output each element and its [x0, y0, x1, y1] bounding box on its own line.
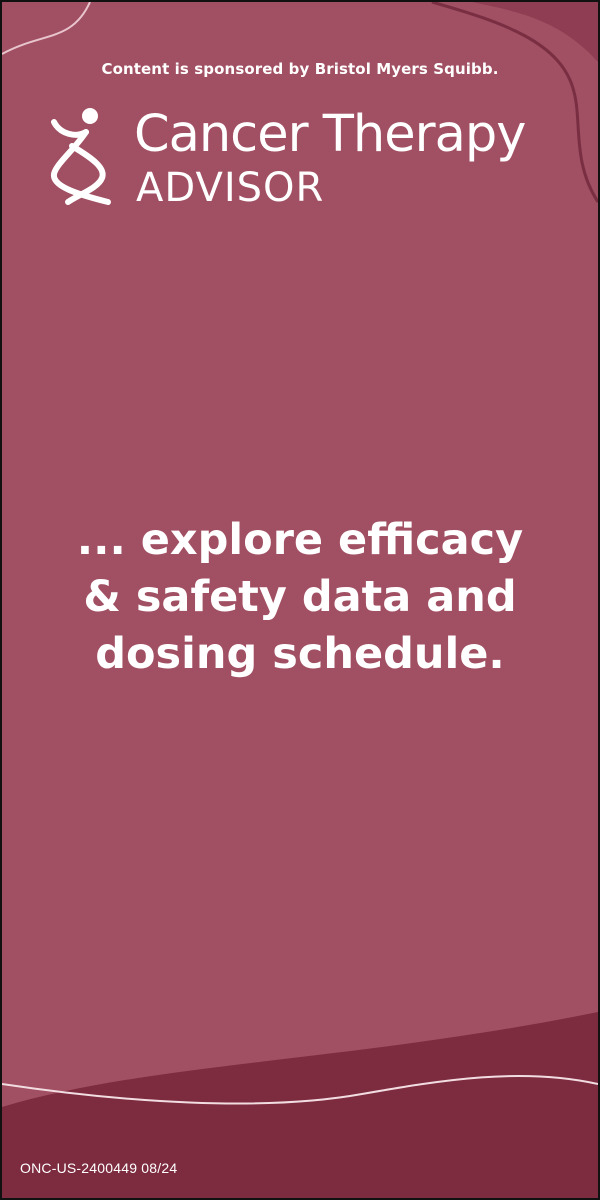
bottom-band — [2, 1012, 598, 1198]
headline: ... explore efficacy & safety data and d… — [2, 512, 598, 683]
headline-line-2: & safety data and — [83, 572, 517, 622]
top-left-curve-line — [2, 2, 91, 55]
top-right-swoosh — [472, 2, 598, 62]
sponsor-disclaimer: Content is sponsored by Bristol Myers Sq… — [101, 60, 499, 78]
footer-code: ONC-US-2400449 08/24 — [20, 1160, 178, 1176]
top-right-curve-line — [431, 2, 598, 203]
dna-figure-icon — [51, 108, 111, 205]
headline-line-3: dosing schedule. — [95, 629, 505, 679]
headline-line-1: ... explore efficacy — [76, 515, 524, 565]
logo-title: Cancer Therapy — [134, 105, 526, 164]
logo-subtitle: ADVISOR — [136, 165, 325, 211]
bottom-curve-line — [2, 1074, 598, 1105]
cancer-therapy-advisor-logo[interactable]: Cancer Therapy ADVISOR — [46, 106, 566, 216]
